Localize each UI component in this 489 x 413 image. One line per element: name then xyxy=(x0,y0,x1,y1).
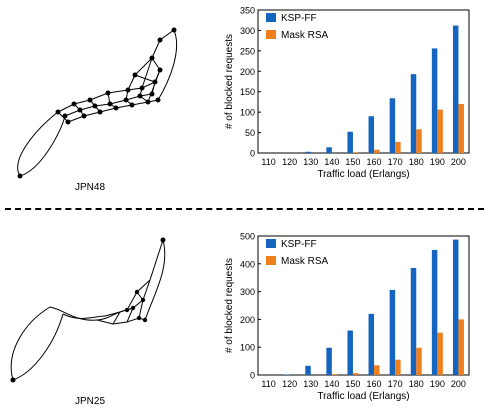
y-tick-label: 300 xyxy=(240,26,255,36)
bar-ksp-ff xyxy=(347,330,353,375)
chart-jpn48: 0 50 100 150 200 250 300 350 110 120 130 140 150 160 1… xyxy=(224,6,470,180)
bar-mask-rsa xyxy=(374,365,380,375)
bar-mask-rsa xyxy=(395,141,401,153)
y-tick-label: 250 xyxy=(240,46,255,56)
y-tick-label: 0 xyxy=(250,149,255,159)
x-tick-label: 120 xyxy=(282,379,297,389)
y-tick-label: 400 xyxy=(240,259,255,269)
x-tick-label: 180 xyxy=(409,379,424,389)
section-divider xyxy=(5,208,484,210)
y-tick-label: 0 xyxy=(250,371,255,381)
y-tick-label: 50 xyxy=(245,128,255,138)
y-tick-label: 500 xyxy=(240,232,255,242)
bar-mask-rsa xyxy=(352,373,359,375)
bar-ksp-ff xyxy=(452,239,459,375)
bar-ksp-ff xyxy=(389,289,396,375)
plot-frame xyxy=(257,235,470,376)
bar-ksp-ff xyxy=(431,249,438,375)
bar-mask-rsa xyxy=(458,103,464,153)
bar-ksp-ff xyxy=(326,147,332,153)
y-axis-label: # of blocked requests xyxy=(224,34,235,129)
bar-mask-rsa xyxy=(437,109,443,153)
legend-swatch xyxy=(266,30,276,39)
y-tick-label: 300 xyxy=(240,287,255,297)
y-tick-label: 100 xyxy=(240,108,255,118)
x-tick-label: 190 xyxy=(430,157,445,167)
y-tick-label: 100 xyxy=(240,343,255,353)
x-tick-label: 170 xyxy=(388,157,403,167)
x-tick-label: 170 xyxy=(388,379,403,389)
x-tick-label: 110 xyxy=(261,157,275,167)
x-tick-label: 140 xyxy=(324,157,339,167)
bar-ksp-ff xyxy=(305,365,311,375)
bar-ksp-ff xyxy=(284,374,290,375)
bar-mask-rsa xyxy=(352,152,359,153)
bar-mask-rsa xyxy=(395,359,401,375)
network-label-jpn25: JPN25 xyxy=(75,396,106,407)
x-tick-label: 190 xyxy=(430,379,445,389)
legend-label: KSP-FF xyxy=(281,13,317,24)
bar-ksp-ff xyxy=(347,131,353,153)
bar-ksp-ff xyxy=(305,151,311,153)
x-tick-label: 150 xyxy=(345,379,360,389)
bar-ksp-ff xyxy=(452,25,459,154)
y-tick-label: 200 xyxy=(240,67,255,77)
jpn48-topology xyxy=(17,27,178,179)
x-tick-label: 150 xyxy=(345,157,360,167)
bar-ksp-ff xyxy=(389,98,396,153)
y-tick-label: 350 xyxy=(240,6,255,16)
bar-mask-rsa xyxy=(458,319,464,375)
plot-frame xyxy=(257,9,470,154)
x-tick-label: 140 xyxy=(324,379,339,389)
x-tick-label: 110 xyxy=(261,379,275,389)
bar-mask-rsa xyxy=(416,129,422,153)
legend-label: Mask RSA xyxy=(281,256,329,267)
x-tick-label: 200 xyxy=(451,379,466,389)
jpn25-topology xyxy=(10,237,166,383)
bar-mask-rsa xyxy=(416,347,422,375)
bar-mask-rsa xyxy=(374,149,380,153)
network-label-jpn48: JPN48 xyxy=(75,182,106,193)
y-axis-label: # of blocked requests xyxy=(224,258,235,353)
legend-swatch xyxy=(266,239,276,248)
x-tick-label: 160 xyxy=(367,157,382,167)
y-tick-label: 150 xyxy=(240,87,255,97)
legend-swatch xyxy=(266,256,276,265)
bar-mask-rsa xyxy=(331,374,338,375)
bar-ksp-ff xyxy=(368,116,375,153)
bar-ksp-ff xyxy=(326,347,332,375)
x-tick-label: 180 xyxy=(409,157,424,167)
x-axis-label: Traffic load (Erlangs) xyxy=(317,169,409,180)
x-tick-label: 130 xyxy=(303,379,318,389)
chart-jpn25: 0 100 200 300 400 500 110 120 130 140 150 160 170 180… xyxy=(224,232,470,402)
x-axis-label: Traffic load (Erlangs) xyxy=(317,391,409,402)
bar-mask-rsa xyxy=(437,332,443,375)
legend-label: Mask RSA xyxy=(281,30,329,41)
y-tick-label: 200 xyxy=(240,315,255,325)
x-tick-label: 160 xyxy=(367,379,382,389)
bar-ksp-ff xyxy=(410,74,417,153)
bar-ksp-ff xyxy=(368,313,375,375)
legend-label: KSP-FF xyxy=(281,239,317,250)
x-tick-label: 120 xyxy=(282,157,297,167)
x-tick-label: 130 xyxy=(303,157,318,167)
x-tick-label: 200 xyxy=(451,157,466,167)
bar-ksp-ff xyxy=(431,48,438,153)
legend-swatch xyxy=(266,13,276,22)
bar-ksp-ff xyxy=(410,267,417,375)
